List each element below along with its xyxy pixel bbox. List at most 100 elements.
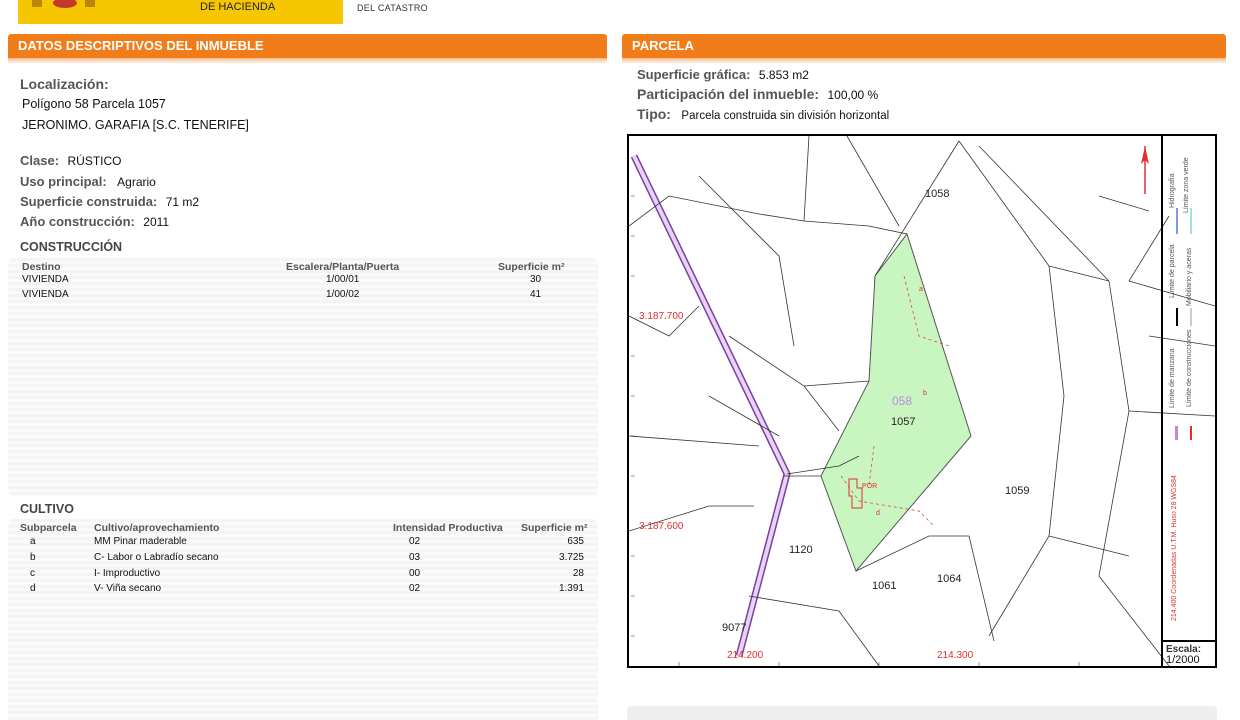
map-canvas bbox=[629, 136, 1215, 666]
map-poligono: 058 bbox=[892, 394, 913, 408]
footer-panel bbox=[627, 706, 1217, 720]
cultivo-table: Subparcela Cultivo/aprovechamiento Inten… bbox=[8, 519, 598, 720]
participacion-value: 100,00 % bbox=[827, 88, 879, 102]
participacion-label: Participación del inmueble: bbox=[637, 86, 820, 102]
subparcel-lines bbox=[840, 275, 950, 527]
map-label-1058: 1058 bbox=[925, 188, 950, 200]
coat-of-arms-icon bbox=[32, 0, 95, 8]
road-border bbox=[630, 154, 791, 657]
clase-value: RÚSTICO bbox=[67, 154, 122, 168]
construccion-title: CONSTRUCCIÓN bbox=[20, 240, 123, 254]
map-label-1059: 1059 bbox=[1005, 485, 1030, 497]
scale-value: 1/2000 bbox=[1166, 654, 1200, 666]
anio-value: 2011 bbox=[143, 215, 170, 229]
table-row-superficie: 30 bbox=[530, 274, 542, 285]
table-row-subparcela: b bbox=[30, 552, 36, 563]
table-row-intensidad: 00 bbox=[409, 568, 421, 579]
table-row-intensidad: 02 bbox=[409, 583, 421, 594]
table-row-superficie: 635 bbox=[567, 536, 584, 547]
coord-x-label: 214.200 bbox=[727, 650, 764, 661]
col-header-superficie: Superficie m² bbox=[498, 261, 565, 273]
catastro-label: DEL CATASTRO bbox=[357, 3, 428, 13]
map-label-9077: 9077 bbox=[722, 622, 747, 634]
anio-row: Año construcción: 2011 bbox=[20, 213, 169, 231]
legend-zona-verde: Límite zona verde bbox=[1183, 157, 1190, 213]
col-header-superficie: Superficie m² bbox=[521, 522, 588, 534]
map-subparcel-d: d bbox=[876, 510, 880, 517]
map-label-1064: 1064 bbox=[937, 573, 962, 585]
table-row-superficie: 3.725 bbox=[558, 552, 584, 563]
north-arrow-icon bbox=[1141, 146, 1149, 194]
superficie-value: 71 m2 bbox=[165, 195, 200, 209]
uso-label: Uso principal: bbox=[20, 174, 107, 189]
scale-label: Escala: bbox=[1166, 644, 1202, 655]
legend-limite-parcela: Límite de parcela bbox=[1169, 244, 1176, 298]
tipo-row: Tipo: Parcela construida sin división ho… bbox=[637, 106, 889, 124]
road-fill bbox=[632, 155, 790, 657]
section-bar-shadow bbox=[622, 58, 1226, 64]
clase-label: Clase: bbox=[20, 153, 60, 168]
table-row-cultivo: V- Viña secano bbox=[94, 583, 162, 594]
legend-swatch-hidrografia bbox=[1176, 208, 1178, 234]
ministry-label: DE HACIENDA bbox=[200, 1, 276, 13]
table-row-superficie: 41 bbox=[530, 289, 542, 300]
table-row-superficie: 28 bbox=[572, 568, 584, 579]
legend-limite-manzana: Límite de manzana bbox=[1169, 348, 1176, 408]
section-title-datos: DATOS DESCRIPTIVOS DEL INMUEBLE bbox=[8, 34, 607, 58]
table-row-superficie: 1.391 bbox=[558, 583, 584, 594]
building-outline bbox=[848, 478, 863, 509]
legend-hidrografia: Hidrografía bbox=[1169, 173, 1176, 208]
legend-swatch-mobiliario bbox=[1190, 308, 1192, 326]
col-header-cultivo: Cultivo/aprovechamiento bbox=[94, 522, 220, 534]
coord-y-label: 3.187.600 bbox=[639, 521, 684, 532]
legend-construcciones: Límite de construcciones bbox=[1186, 329, 1193, 407]
table-row-intensidad: 03 bbox=[409, 552, 421, 563]
clase-row: Clase: RÚSTICO bbox=[20, 152, 121, 170]
sup-grafica-label: Superficie gráfica: bbox=[637, 67, 751, 82]
scale-divider bbox=[1161, 640, 1217, 642]
legend-mobiliario: Mobiliario y aceras bbox=[1186, 247, 1193, 306]
map-subparcel-por: POR bbox=[862, 483, 878, 490]
map-subparcel-a: a bbox=[919, 286, 923, 293]
localizacion-label: Localización: bbox=[20, 76, 109, 92]
table-row-escalera: 1/00/02 bbox=[326, 289, 360, 300]
table-row-subparcela: d bbox=[30, 583, 36, 594]
sup-grafica-row: Superficie gráfica: 5.853 m2 bbox=[637, 66, 809, 84]
section-bar-shadow bbox=[8, 58, 607, 64]
table-row-escalera: 1/00/01 bbox=[326, 274, 360, 285]
map-subparcel-b: b bbox=[923, 390, 927, 397]
participacion-row: Participación del inmueble: 100,00 % bbox=[637, 86, 878, 104]
col-header-intensidad: Intensidad Productiva bbox=[393, 522, 503, 534]
cadastral-map[interactable]: 1058 1057 1059 1120 1061 1064 9077 058 a… bbox=[627, 134, 1217, 668]
table-row-cultivo: MM Pinar maderable bbox=[94, 536, 187, 547]
legend-swatch-zona-verde bbox=[1190, 208, 1192, 234]
localizacion-line1: Polígono 58 Parcela 1057 bbox=[22, 97, 166, 111]
legend-swatch-parcela bbox=[1176, 308, 1178, 326]
tipo-value: Parcela construida sin división horizont… bbox=[681, 110, 890, 122]
construccion-table: Destino Escalera/Planta/Puerta Superfici… bbox=[8, 258, 598, 496]
superficie-label: Superficie construida: bbox=[20, 194, 158, 209]
col-header-destino: Destino bbox=[22, 261, 61, 273]
table-row-subparcela: a bbox=[30, 536, 36, 547]
map-label-1120: 1120 bbox=[789, 544, 813, 556]
table-row-subparcela: c bbox=[30, 568, 35, 579]
table-row-cultivo: I- Improductivo bbox=[94, 568, 161, 579]
legend-coord-system: 214.400 Coordenadas U.T.M. Huso 28 WGS84 bbox=[1171, 475, 1178, 621]
col-header-subparcela: Subparcela bbox=[20, 522, 77, 534]
coord-y-label: 3.187.700 bbox=[639, 311, 684, 322]
legend-divider bbox=[1161, 136, 1163, 666]
legend-swatch-manzana bbox=[1175, 426, 1178, 440]
sup-grafica-value: 5.853 m2 bbox=[758, 68, 809, 82]
table-row-cultivo: C- Labor o Labradío secano bbox=[94, 552, 219, 563]
map-label-1061: 1061 bbox=[872, 580, 897, 592]
table-row-destino: VIVIENDA bbox=[22, 289, 69, 300]
table-row-intensidad: 02 bbox=[409, 536, 421, 547]
legend-swatch-construcciones bbox=[1190, 426, 1192, 440]
localizacion-line2: JERONIMO. GARAFIA [S.C. TENERIFE] bbox=[22, 118, 249, 132]
uso-value: Agrario bbox=[117, 175, 156, 189]
cultivo-title: CULTIVO bbox=[20, 502, 74, 516]
uso-row: Uso principal: Agrario bbox=[20, 173, 156, 191]
superficie-row: Superficie construida: 71 m2 bbox=[20, 193, 199, 211]
section-title-parcela: PARCELA bbox=[622, 34, 1226, 58]
table-row-destino: VIVIENDA bbox=[22, 274, 69, 285]
